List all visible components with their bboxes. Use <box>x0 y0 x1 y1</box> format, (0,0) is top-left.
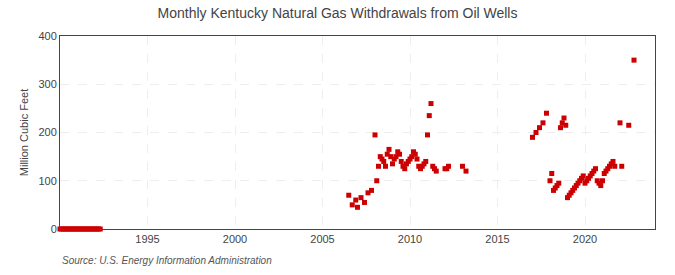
svg-text:200: 200 <box>38 126 56 138</box>
svg-text:Monthly Kentucky Natural Gas W: Monthly Kentucky Natural Gas Withdrawals… <box>158 5 518 21</box>
svg-text:2000: 2000 <box>223 233 247 245</box>
svg-text:1995: 1995 <box>135 233 159 245</box>
svg-text:Source: U.S. Energy Informatio: Source: U.S. Energy Information Administ… <box>62 255 272 266</box>
svg-text:Million Cubic Feet: Million Cubic Feet <box>18 89 30 176</box>
svg-text:2005: 2005 <box>310 233 334 245</box>
svg-text:0: 0 <box>51 223 57 235</box>
svg-text:400: 400 <box>38 30 56 42</box>
svg-text:2015: 2015 <box>485 233 509 245</box>
svg-text:2020: 2020 <box>573 233 597 245</box>
svg-text:100: 100 <box>38 175 56 187</box>
svg-text:300: 300 <box>38 78 56 90</box>
svg-text:2010: 2010 <box>398 233 422 245</box>
